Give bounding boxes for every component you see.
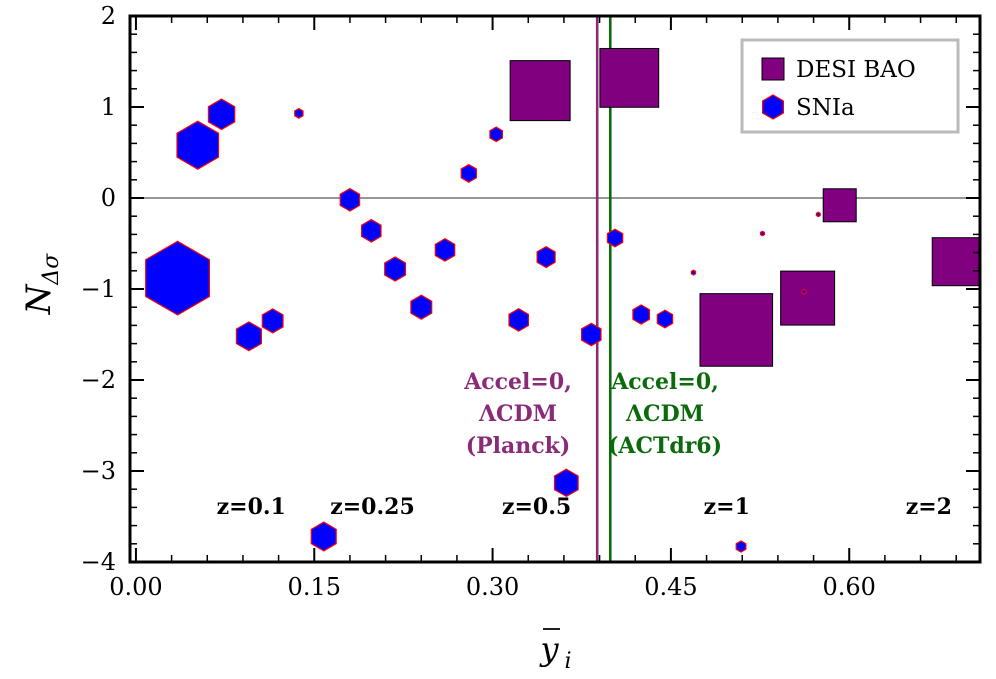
snia-point bbox=[339, 187, 361, 212]
snia-point bbox=[801, 288, 807, 295]
redshift-label: z=0.25 bbox=[330, 494, 415, 520]
snia-series bbox=[145, 98, 821, 553]
y-tick-label: −3 bbox=[81, 457, 116, 485]
y-axis-title: NΔσ bbox=[19, 253, 64, 316]
x-axis-title-sub: i bbox=[565, 649, 572, 674]
x-tick-label: 0.00 bbox=[109, 573, 162, 601]
snia-point bbox=[580, 322, 602, 347]
snia-point bbox=[434, 238, 456, 262]
redshift-labels-layer: z=0.1 z=0.25 z=0.5 z=1 z=2 bbox=[217, 494, 952, 520]
desi-bao-point bbox=[599, 47, 660, 108]
x-tick-label: 0.60 bbox=[823, 573, 876, 601]
snia-point bbox=[489, 126, 503, 143]
x-tick-label: 0.15 bbox=[288, 573, 341, 601]
planck-label-line: ΛCDM bbox=[478, 401, 557, 427]
desi-bao-point bbox=[509, 60, 571, 122]
snia-point bbox=[310, 521, 337, 552]
desi-bao-series bbox=[509, 47, 981, 367]
desi-bao-point bbox=[931, 237, 981, 287]
snia-point bbox=[536, 246, 556, 269]
snia-point bbox=[690, 269, 697, 276]
x-tick-label: 0.45 bbox=[644, 573, 697, 601]
act-label-line: ΛCDM bbox=[625, 401, 704, 427]
snia-point bbox=[145, 240, 210, 316]
legend-label: SNIa bbox=[796, 95, 855, 121]
snia-point bbox=[294, 107, 304, 119]
snia-point bbox=[460, 163, 477, 183]
y-tick-label: 1 bbox=[101, 93, 116, 121]
act-label-line: (ACTdr6) bbox=[608, 433, 722, 459]
x-tick-label: 0.30 bbox=[466, 573, 519, 601]
snia-point bbox=[656, 309, 674, 329]
snia-point bbox=[632, 304, 651, 325]
y-tick-label: −4 bbox=[81, 548, 116, 576]
desi-bao-point bbox=[780, 270, 836, 326]
redshift-label: z=0.1 bbox=[217, 494, 286, 520]
annotations-layer: Accel=0, ΛCDM (Planck) Accel=0, ΛCDM (ACTdr6) bbox=[463, 369, 722, 459]
y-tick-label: −2 bbox=[81, 366, 116, 394]
x-axis-title-base: y bbox=[538, 630, 559, 668]
y-axis-title-sub: Δσ bbox=[39, 253, 64, 286]
desi-bao-point bbox=[822, 188, 857, 223]
snia-point bbox=[176, 120, 220, 170]
snia-point bbox=[815, 211, 821, 218]
y-axis-title-base: N bbox=[19, 283, 59, 315]
desi-bao-point bbox=[699, 293, 774, 367]
planck-label-line: Accel=0, bbox=[463, 369, 572, 395]
planck-label-line: (Planck) bbox=[466, 433, 571, 459]
snia-point bbox=[508, 308, 530, 332]
snia-point bbox=[553, 468, 579, 498]
snia-point bbox=[235, 321, 262, 352]
legend-desi-marker bbox=[761, 57, 785, 81]
y-tick-label: 2 bbox=[101, 2, 116, 30]
legend-label: DESI BAO bbox=[796, 57, 916, 83]
legend-box bbox=[740, 38, 960, 134]
snia-point bbox=[261, 308, 284, 334]
snia-point bbox=[410, 294, 433, 320]
snia-point bbox=[384, 256, 407, 282]
snia-point bbox=[207, 98, 236, 131]
y-tick-label: 0 bbox=[101, 184, 116, 212]
snia-point bbox=[735, 540, 747, 553]
redshift-label: z=2 bbox=[906, 494, 952, 520]
ticks-layer: 0.00 0.15 0.30 0.45 0.60 −4 −3 −2 −1 0 1 2 bbox=[81, 2, 980, 601]
act-label-line: Accel=0, bbox=[610, 369, 719, 395]
legend-snia-marker bbox=[761, 94, 785, 120]
snia-point bbox=[759, 230, 766, 237]
y-tick-label: −1 bbox=[81, 275, 116, 303]
snia-point bbox=[606, 228, 624, 248]
snia-point bbox=[361, 218, 382, 243]
redshift-label: z=0.5 bbox=[502, 494, 571, 520]
legend: DESI BAO SNIa bbox=[740, 38, 960, 134]
redshift-label: z=1 bbox=[704, 494, 750, 520]
